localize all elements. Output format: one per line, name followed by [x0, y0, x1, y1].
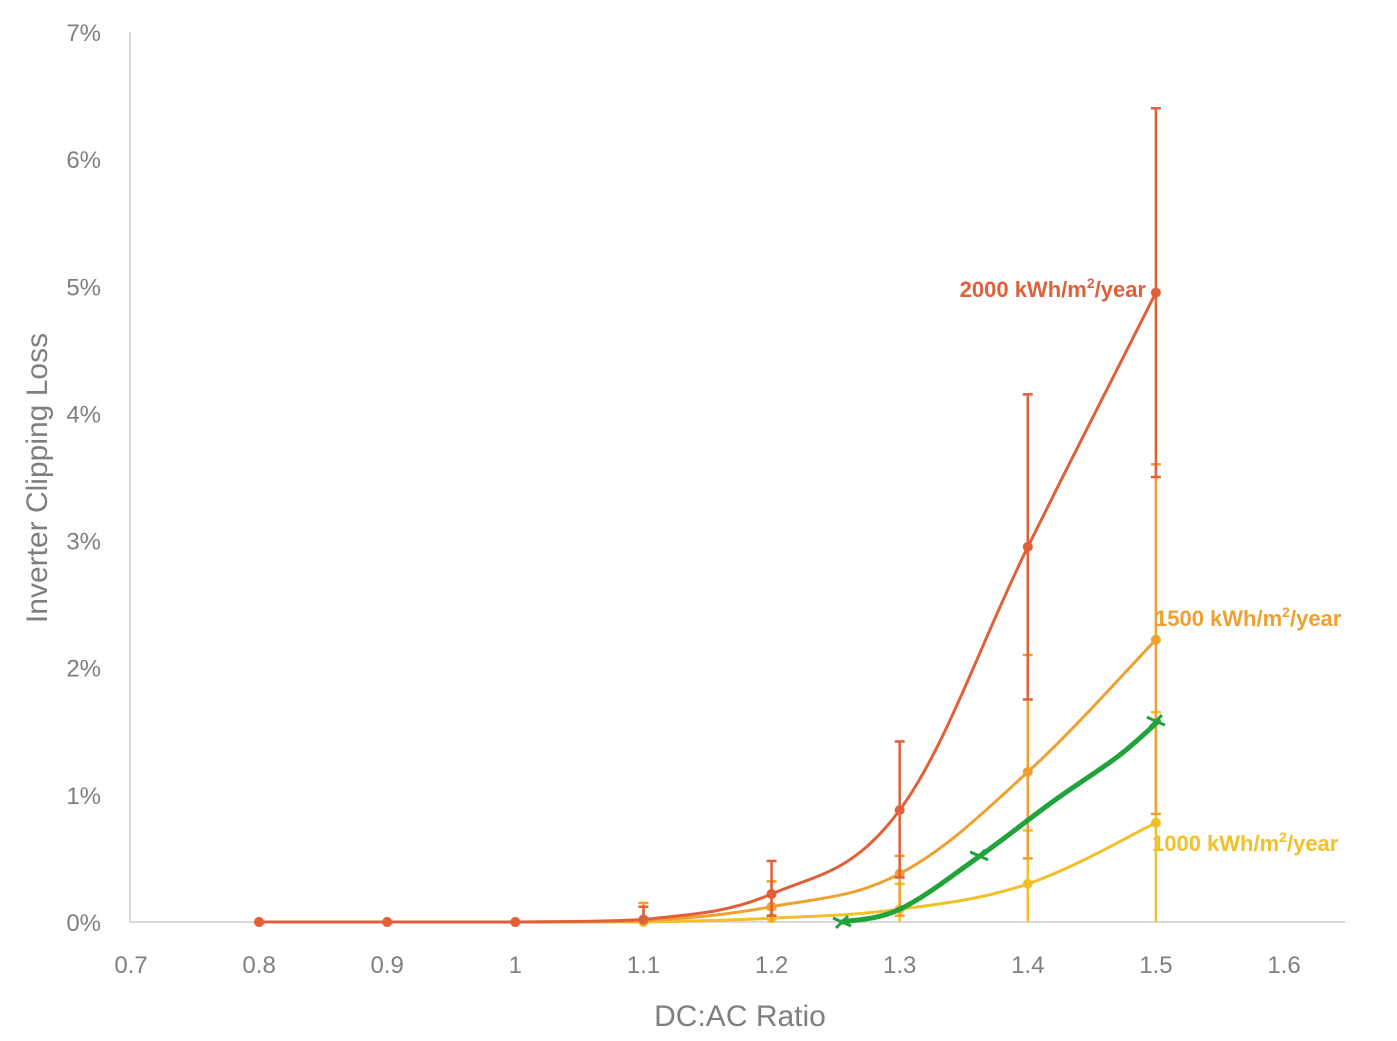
y-tick-label: 2% — [66, 656, 101, 683]
data-point — [1150, 817, 1161, 828]
data-point — [254, 917, 265, 927]
x-tick-label: 0.9 — [371, 952, 404, 979]
series-layer — [254, 107, 1166, 930]
error-bar — [766, 859, 777, 917]
y-tick-label: 5% — [66, 274, 101, 301]
x-tick-labels: 0.7 0.8 0.9 1 1.1 1.2 1.3 1.4 1.5 1.6 — [114, 952, 1300, 979]
series-line — [259, 821, 1157, 924]
data-point — [1150, 287, 1161, 298]
x-tick-label: 1.6 — [1267, 952, 1300, 979]
data-point — [1022, 541, 1033, 552]
series-label: 1500 kWh/m2/year — [1155, 604, 1342, 631]
data-point — [510, 917, 521, 927]
series-0 — [254, 107, 1161, 927]
data-point — [766, 889, 777, 900]
data-point — [638, 914, 649, 925]
x-tick-label: 1.5 — [1139, 952, 1172, 979]
series-labels: 2000 kWh/m2/year 1500 kWh/m2/year 1000 kWh… — [960, 275, 1342, 856]
y-tick-label: 7% — [66, 20, 101, 47]
y-tick-label: 0% — [66, 910, 101, 937]
data-point — [1150, 634, 1161, 645]
y-tick-label: 6% — [66, 147, 101, 174]
x-tick-label: 1.1 — [627, 952, 660, 979]
series-line — [259, 638, 1157, 924]
y-tick-label: 4% — [66, 401, 101, 428]
overlay-tick-mark — [969, 848, 989, 863]
data-point — [1022, 766, 1033, 777]
overlay-line — [839, 718, 1161, 925]
series-1 — [254, 463, 1161, 927]
x-tick-label: 1.3 — [883, 952, 916, 979]
x-tick-label: 1.4 — [1011, 952, 1044, 979]
series-label: 2000 kWh/m2/year — [960, 275, 1147, 302]
y-axis-title: Inverter Clipping Loss — [21, 333, 54, 623]
x-tick-label: 0.7 — [114, 952, 147, 979]
y-tick-label: 1% — [66, 783, 101, 810]
y-tick-labels: 0% 1% 2% 3% 4% 5% 6% 7% — [66, 20, 101, 937]
y-tick-label: 3% — [66, 529, 101, 556]
x-axis-title: DC:AC Ratio — [654, 1000, 826, 1033]
data-point — [894, 805, 905, 816]
overlay-tick-mark — [1146, 714, 1166, 729]
data-point — [1022, 878, 1033, 889]
x-tick-label: 1.2 — [755, 952, 788, 979]
series-3 — [832, 714, 1166, 930]
data-point — [382, 917, 393, 927]
x-tick-label: 1 — [509, 952, 522, 979]
series-label: 1000 kWh/m2/year — [1152, 829, 1339, 856]
x-tick-label: 0.8 — [242, 952, 275, 979]
overlay-tick-mark — [832, 914, 852, 930]
